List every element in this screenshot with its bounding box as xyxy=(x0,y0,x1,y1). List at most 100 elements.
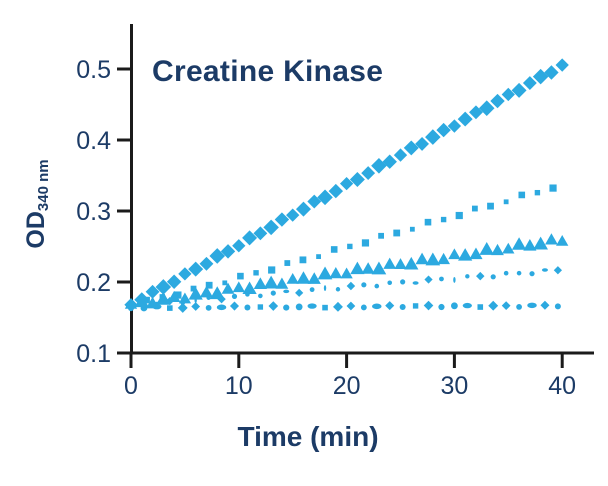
series-3-triangle-point xyxy=(317,266,333,280)
x-tick-label: 40 xyxy=(548,372,576,400)
series-3-triangle-point xyxy=(479,241,495,255)
y-tick-label: 0.5 xyxy=(76,56,111,84)
series-1-diamond-point xyxy=(155,279,172,295)
series-2-square-point xyxy=(424,218,432,226)
series-1-diamond-point xyxy=(403,140,419,156)
series-4-dotted-point xyxy=(283,289,290,294)
series-4-dotted-point xyxy=(453,276,456,283)
series-4-dotted-point xyxy=(503,270,509,276)
series-3-triangle-point xyxy=(134,294,149,308)
series-2-square-point xyxy=(299,256,307,264)
series-4-dotted-point xyxy=(231,293,238,299)
series-3-triangle-point xyxy=(221,282,235,294)
series-5-baseline-point xyxy=(283,304,290,311)
series-2-square-point xyxy=(440,216,447,223)
series-5-baseline-point xyxy=(191,302,201,311)
series-5-baseline-point xyxy=(177,302,188,313)
series-5-baseline-point xyxy=(346,301,356,311)
series-4-dotted-point xyxy=(476,271,485,281)
series-3-triangle-point xyxy=(242,281,257,294)
series-1-diamond-point xyxy=(339,177,354,191)
series-4-dotted-point xyxy=(335,287,341,292)
series-3-triangle-point xyxy=(263,275,279,289)
series-3-triangle-point xyxy=(448,248,461,260)
chart-title: Creatine Kinase xyxy=(152,55,384,88)
series-3-triangle-point xyxy=(155,291,171,305)
series-2-square-point xyxy=(487,202,494,210)
x-tick-label: 0 xyxy=(124,372,138,400)
series-3-triangle-point xyxy=(286,272,299,284)
series-5-baseline-point xyxy=(527,302,537,309)
series-5-baseline-point xyxy=(385,301,395,311)
series-1-diamond-point xyxy=(425,129,441,145)
series-1-diamond-point xyxy=(242,230,258,246)
x-tick-label: 30 xyxy=(440,372,468,400)
series-5-baseline-point xyxy=(540,300,550,310)
series-3-triangle-point xyxy=(533,236,548,250)
series-1-diamond-point xyxy=(393,148,408,162)
series-3-triangle-point xyxy=(296,271,311,284)
series-4-dotted-point xyxy=(529,271,535,277)
series-3-triangle-point xyxy=(232,281,245,293)
y-axis-label-main: OD xyxy=(22,211,50,249)
series-3-triangle-point xyxy=(361,262,375,274)
series-1-diamond-point xyxy=(199,256,214,271)
series-2-square-point xyxy=(503,199,509,205)
y-axis-label: OD340 nm xyxy=(22,159,52,248)
series-5-baseline-point xyxy=(268,301,279,311)
series-1-diamond-point xyxy=(457,111,473,127)
series-2-square-point xyxy=(393,229,401,237)
series-5-baseline-point xyxy=(307,303,317,309)
series-5-baseline-point xyxy=(501,301,511,311)
series-3-triangle-point xyxy=(415,252,429,265)
series-5-baseline-point xyxy=(554,303,561,310)
series-3-triangle-point xyxy=(437,252,450,265)
series-4-dotted-point xyxy=(270,290,276,296)
series-1-diamond-point xyxy=(274,212,290,227)
series-3-triangle-point xyxy=(523,239,537,251)
series-2-square-point xyxy=(253,270,259,276)
series-2-square-point xyxy=(347,243,353,250)
series-5-baseline-point xyxy=(360,304,367,311)
series-4-dotted-point xyxy=(439,276,444,282)
series-2-square-point xyxy=(361,239,370,247)
series-4-dotted-point xyxy=(295,288,304,297)
series-5-baseline-point xyxy=(244,304,251,311)
series-2-square-point xyxy=(268,266,276,274)
series-1-diamond-point xyxy=(555,58,569,72)
series-2-square-point xyxy=(549,184,557,192)
series-4-dotted-point xyxy=(516,270,522,276)
series-4-dotted-point xyxy=(465,274,470,279)
series-5-baseline-point xyxy=(477,304,484,310)
series-2-square-point xyxy=(237,272,244,280)
series-3-triangle-point xyxy=(502,242,515,254)
series-2-square-point xyxy=(455,211,463,220)
series-3-triangle-point xyxy=(556,234,569,246)
series-5-baseline-point xyxy=(205,304,212,311)
series-1-diamond-point xyxy=(317,189,333,206)
series-2-square-point xyxy=(534,189,541,196)
series-5-baseline-point xyxy=(423,300,434,311)
y-tick-label: 0.3 xyxy=(76,198,111,226)
series-3-triangle-point xyxy=(253,277,267,289)
series-1-diamond-point xyxy=(232,239,246,253)
series-3-triangle-point xyxy=(371,261,387,275)
series-4-dotted-point xyxy=(541,268,548,272)
series-5-baseline-point xyxy=(438,303,445,311)
series-5-baseline-point xyxy=(451,302,458,310)
y-axis-label-subscript: 340 nm xyxy=(35,159,52,212)
series-5-baseline-point xyxy=(333,301,343,312)
series-3-triangle-point xyxy=(469,247,483,260)
series-1-diamond-point xyxy=(166,274,182,289)
series-3-triangle-point xyxy=(188,287,203,300)
series-4-dotted-point xyxy=(361,282,367,288)
x-tick-label: 10 xyxy=(225,372,253,400)
series-3-triangle-point xyxy=(458,248,473,261)
series-3-triangle-point xyxy=(329,267,343,279)
series-2-square-point xyxy=(316,254,321,260)
series-4-dotted-point xyxy=(258,293,263,299)
series-1-diamond-point xyxy=(253,226,268,241)
series-5-baseline-point xyxy=(462,302,472,309)
series-1-diamond-point xyxy=(511,82,527,98)
